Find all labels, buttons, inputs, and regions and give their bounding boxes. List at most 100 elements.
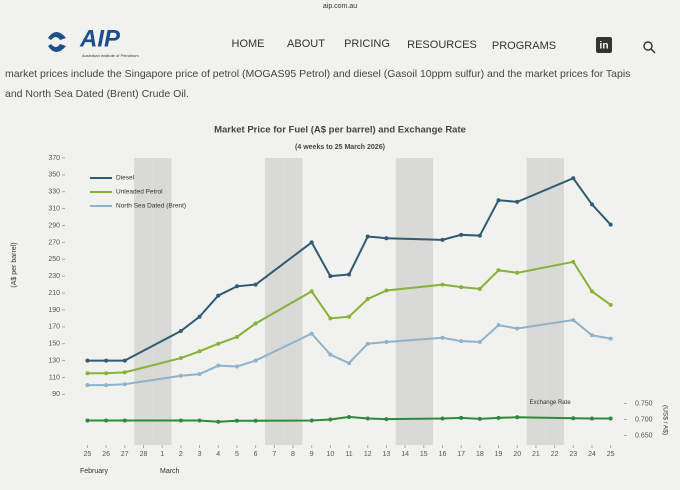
point — [178, 418, 183, 423]
x-tick-label: 23 — [569, 451, 577, 458]
x-tick-label: 27 — [121, 451, 129, 458]
point — [515, 199, 520, 204]
nav-link[interactable]: PRICING — [344, 38, 390, 50]
logo-icon[interactable] — [48, 32, 66, 52]
weekend-band — [134, 158, 153, 445]
point — [253, 358, 258, 363]
point — [216, 419, 221, 424]
y-tick-label: 110 — [49, 374, 60, 381]
point — [496, 415, 501, 420]
point — [496, 198, 501, 203]
point — [384, 417, 389, 422]
month-label: March — [160, 468, 180, 475]
search-icon-handle[interactable] — [650, 48, 656, 54]
point — [477, 416, 482, 421]
x-tick-label: 14 — [401, 451, 409, 458]
point — [197, 349, 202, 354]
x-tick-label: 3 — [198, 451, 202, 458]
y-tick-label: 290 — [48, 222, 60, 229]
nav-link[interactable]: ABOUT — [287, 38, 325, 50]
point — [253, 321, 258, 326]
nav-link[interactable]: RESOURCES — [407, 39, 477, 51]
point — [459, 415, 464, 420]
point — [515, 415, 520, 420]
point — [178, 373, 183, 378]
x-tick-label: 17 — [457, 451, 465, 458]
x-tick-label: 26 — [102, 451, 110, 458]
y-tick-label: 130 — [48, 357, 60, 364]
logo-tagline: Australian Institute of Petroleum — [82, 53, 139, 58]
y2-tick-label: 0.650 — [635, 432, 653, 439]
point — [440, 416, 445, 421]
y-tick-label: 90 — [52, 391, 60, 398]
y-tick-label: 310 — [48, 205, 60, 212]
legend-label: Unleaded Petrol — [116, 189, 163, 196]
series-label: Exchange Rate — [530, 400, 572, 406]
point — [122, 358, 127, 363]
point — [477, 233, 482, 238]
point — [477, 340, 482, 345]
point — [440, 282, 445, 287]
point — [328, 274, 333, 279]
y-tick-label: 150 — [48, 341, 60, 348]
point — [85, 358, 90, 363]
point — [216, 341, 221, 346]
point — [571, 176, 576, 181]
y-tick-label: 270 — [48, 239, 60, 246]
point — [571, 318, 576, 323]
x-tick-label: 7 — [272, 451, 276, 458]
point — [459, 285, 464, 290]
point — [347, 414, 352, 419]
y-tick-label: 370 — [48, 155, 60, 162]
x-tick-label: 1 — [160, 451, 164, 458]
point — [571, 259, 576, 264]
body-text: market prices include the Singapore pric… — [5, 68, 630, 80]
point — [122, 418, 127, 423]
point — [253, 282, 258, 287]
point — [309, 289, 314, 294]
nav-link[interactable]: HOME — [232, 38, 265, 50]
y-tick-label: 230 — [48, 273, 60, 280]
point — [328, 316, 333, 321]
point — [365, 234, 370, 239]
weekend-band — [526, 158, 546, 445]
logo[interactable]: AIP — [79, 25, 121, 52]
point — [104, 371, 109, 376]
x-tick-label: 19 — [495, 451, 503, 458]
x-tick-label: 20 — [513, 451, 521, 458]
point — [365, 416, 370, 421]
weekend-band — [395, 158, 415, 445]
y-tick-label: 190 — [48, 307, 60, 314]
point — [178, 356, 183, 361]
point — [571, 416, 576, 421]
point — [365, 296, 370, 301]
linkedin-label[interactable]: in — [600, 41, 609, 52]
linkedin-icon[interactable] — [596, 37, 612, 53]
point — [384, 236, 389, 241]
month-label: February — [80, 468, 109, 475]
weekend-band — [414, 158, 434, 445]
point — [440, 237, 445, 242]
weekend-band — [264, 158, 284, 445]
point — [589, 416, 594, 421]
point — [178, 329, 183, 334]
search-icon[interactable] — [643, 41, 653, 51]
point — [85, 418, 90, 423]
y2-axis-label: (US$ / A$) — [661, 405, 668, 435]
x-tick-label: 16 — [439, 451, 447, 458]
point — [347, 272, 352, 277]
nav-link[interactable]: PROGRAMS — [492, 40, 556, 52]
point — [104, 418, 109, 423]
weekend-band — [152, 158, 172, 445]
point — [459, 339, 464, 344]
point — [589, 202, 594, 207]
point — [104, 383, 109, 388]
point — [328, 352, 333, 357]
x-tick-label: 11 — [345, 451, 352, 458]
point — [365, 341, 370, 346]
x-tick-label: 9 — [310, 451, 314, 458]
point — [216, 293, 221, 298]
y-axis-label: (A$ per barrel) — [11, 242, 18, 287]
